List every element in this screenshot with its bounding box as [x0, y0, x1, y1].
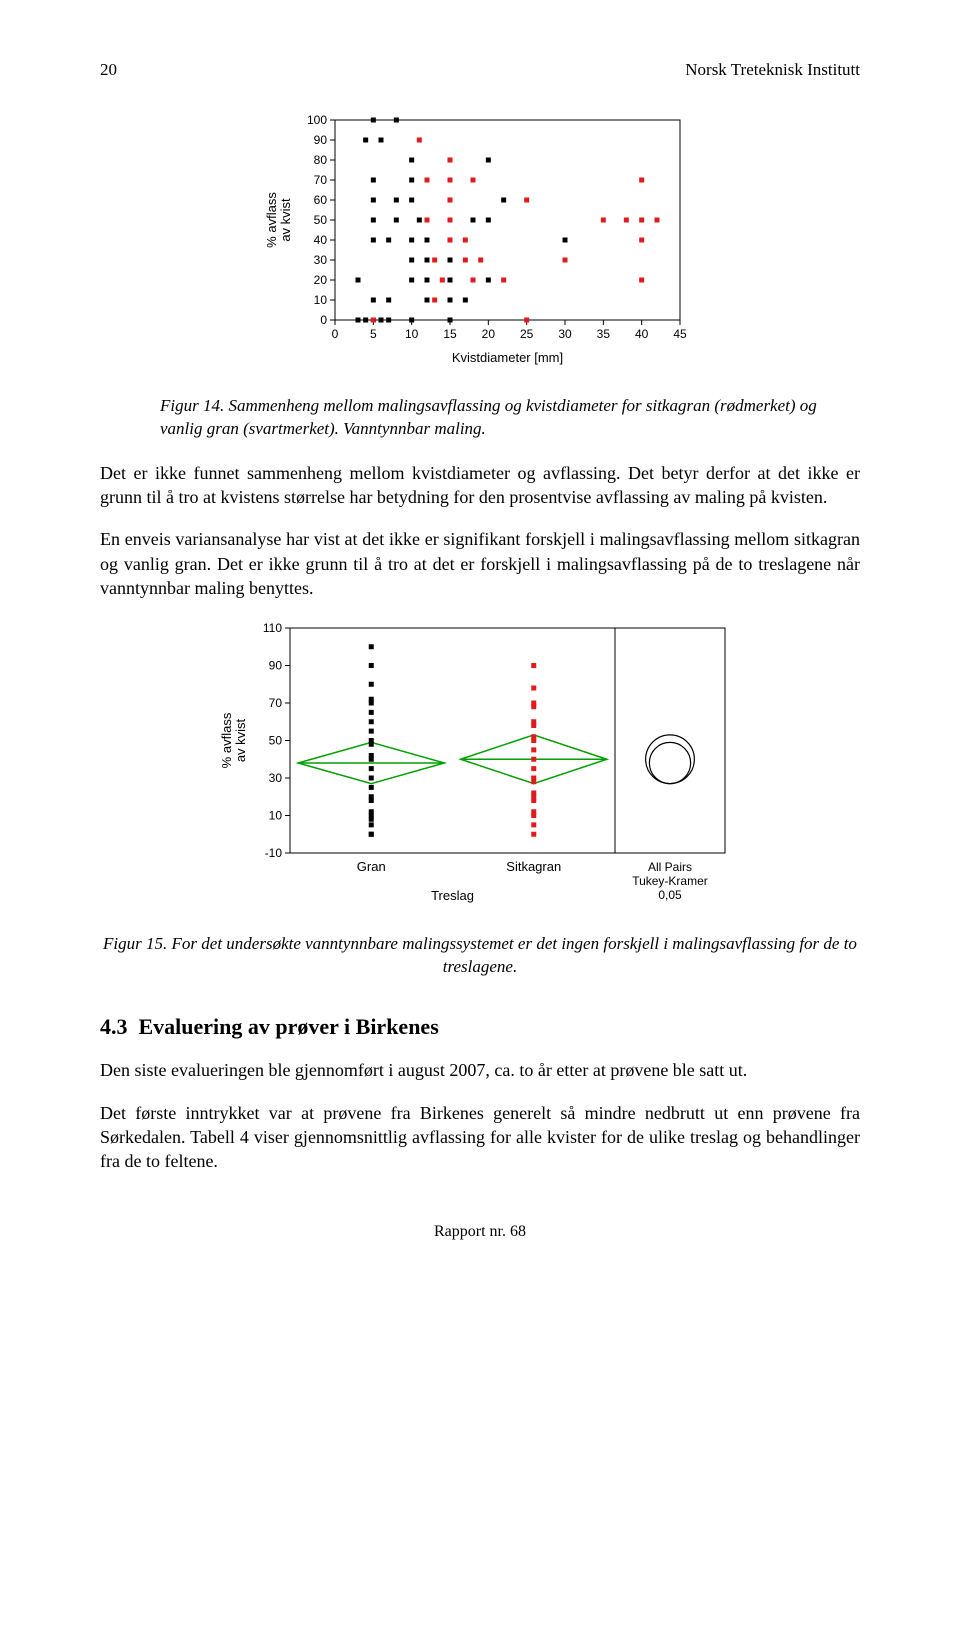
svg-text:Gran: Gran: [357, 859, 386, 874]
paragraph-4: Det første inntrykket var at prøvene fra…: [100, 1101, 860, 1174]
section-heading: 4.3 Evaluering av prøver i Birkenes: [100, 1014, 860, 1040]
svg-text:45: 45: [673, 327, 687, 341]
footer-report: Rapport nr. 68: [100, 1223, 860, 1241]
svg-text:% avflassav kvist: % avflassav kvist: [220, 713, 248, 769]
figure-15-caption: Figur 15. For det undersøkte vanntynnbar…: [100, 933, 860, 979]
svg-text:10: 10: [314, 293, 328, 307]
svg-text:20: 20: [482, 327, 496, 341]
svg-text:% avflassav kvist: % avflassav kvist: [265, 192, 293, 248]
svg-text:Kvistdiameter [mm]: Kvistdiameter [mm]: [452, 350, 563, 365]
svg-text:Tukey-Kramer: Tukey-Kramer: [632, 874, 708, 888]
svg-text:35: 35: [597, 327, 611, 341]
svg-text:40: 40: [314, 233, 328, 247]
institute-name: Norsk Treteknisk Institutt: [685, 60, 860, 80]
svg-text:20: 20: [314, 273, 328, 287]
svg-text:-10: -10: [265, 846, 283, 860]
svg-text:70: 70: [314, 173, 328, 187]
svg-text:0: 0: [332, 327, 339, 341]
section-number: 4.3: [100, 1014, 128, 1039]
svg-text:50: 50: [314, 213, 328, 227]
svg-text:40: 40: [635, 327, 649, 341]
svg-text:90: 90: [269, 659, 283, 673]
section-title: Evaluering av prøver i Birkenes: [139, 1014, 439, 1039]
figure-14-caption: Figur 14. Sammenheng mellom malingsavfla…: [160, 395, 830, 441]
svg-text:Sitkagran: Sitkagran: [506, 859, 561, 874]
svg-text:0: 0: [320, 313, 327, 327]
svg-text:Treslag: Treslag: [431, 888, 474, 903]
figure-14: 0 10 20 30 40 50 60 70 80 90 100 0 5 10 15 20 25 30 35 40 45…: [100, 110, 860, 370]
svg-text:100: 100: [307, 113, 327, 127]
anova-chart: -10 10 30 50 70 90 110 % avflassav kvist Gran Sit…: [220, 618, 740, 908]
paragraph-3: Den siste evalueringen ble gjennomført i…: [100, 1058, 860, 1082]
svg-text:110: 110: [263, 621, 282, 635]
svg-text:15: 15: [443, 327, 457, 341]
paragraph-1: Det er ikke funnet sammenheng mellom kvi…: [100, 461, 860, 510]
svg-text:30: 30: [558, 327, 572, 341]
svg-text:0,05: 0,05: [658, 888, 682, 902]
svg-text:60: 60: [314, 193, 328, 207]
svg-text:All Pairs: All Pairs: [648, 860, 692, 874]
page-number: 20: [100, 60, 117, 80]
figure-15: -10 10 30 50 70 90 110 % avflassav kvist Gran Sit…: [100, 618, 860, 908]
svg-text:30: 30: [269, 771, 283, 785]
svg-text:25: 25: [520, 327, 534, 341]
svg-text:70: 70: [269, 696, 283, 710]
scatter-chart: 0 10 20 30 40 50 60 70 80 90 100 0 5 10 15 20 25 30 35 40 45…: [265, 110, 695, 370]
svg-text:90: 90: [314, 133, 328, 147]
svg-text:5: 5: [370, 327, 377, 341]
svg-text:30: 30: [314, 253, 328, 267]
paragraph-2: En enveis variansanalyse har vist at det…: [100, 527, 860, 600]
svg-text:50: 50: [269, 734, 283, 748]
svg-text:80: 80: [314, 153, 328, 167]
svg-text:10: 10: [405, 327, 419, 341]
svg-text:10: 10: [269, 809, 283, 823]
